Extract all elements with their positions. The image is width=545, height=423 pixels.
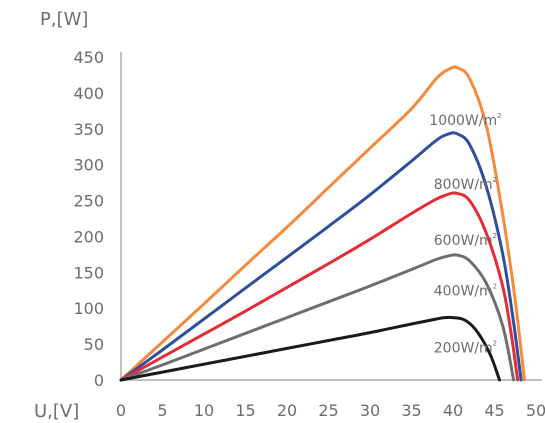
series-label: 600W/m2 [434, 232, 497, 249]
series-line [119, 315, 501, 382]
series-line [119, 253, 516, 382]
y-tick-label: 100 [73, 299, 104, 318]
x-tick-label: 45 [484, 401, 504, 420]
y-tick-label: 300 [73, 156, 104, 175]
power-curves [119, 65, 526, 382]
y-tick-label: 350 [73, 120, 104, 139]
x-axis-title: U,[V] [34, 401, 79, 422]
x-tick-label: 50 [526, 401, 545, 420]
x-tick-label: 40 [443, 401, 463, 420]
y-tick-label: 150 [73, 263, 104, 282]
series-label: 400W/m2 [434, 282, 497, 299]
series-label: 1000W/m2 [429, 112, 501, 129]
y-tick-label: 400 [73, 84, 104, 103]
series-line [119, 65, 526, 382]
x-tick-label: 20 [277, 401, 297, 420]
y-tick-label: 200 [73, 227, 104, 246]
x-tick-label: 30 [360, 401, 380, 420]
x-tick-label: 10 [194, 401, 214, 420]
axes: 0 5 10 15 20 25 30 35 40 45 50 0 50 100 150 200 250 300 35… [73, 48, 545, 420]
series-label: 800W/m2 [434, 176, 497, 193]
y-tick-label: 250 [73, 192, 104, 211]
series-line [119, 191, 520, 382]
series-label: 200W/m2 [434, 340, 497, 357]
x-tick-label: 15 [235, 401, 255, 420]
x-tick-label: 25 [318, 401, 338, 420]
y-tick-label: 50 [84, 335, 104, 354]
x-tick-label: 0 [116, 401, 126, 420]
x-tick-label: 5 [157, 401, 167, 420]
series-labels: 1000W/m2 800W/m2 600W/m2 400W/m2 200W/m2 [429, 112, 501, 357]
y-axis-title: P,[W] [40, 9, 88, 30]
y-tick-label: 0 [94, 371, 104, 390]
x-tick-label: 35 [401, 401, 421, 420]
y-tick-label: 450 [73, 48, 104, 67]
series-line [119, 131, 523, 382]
